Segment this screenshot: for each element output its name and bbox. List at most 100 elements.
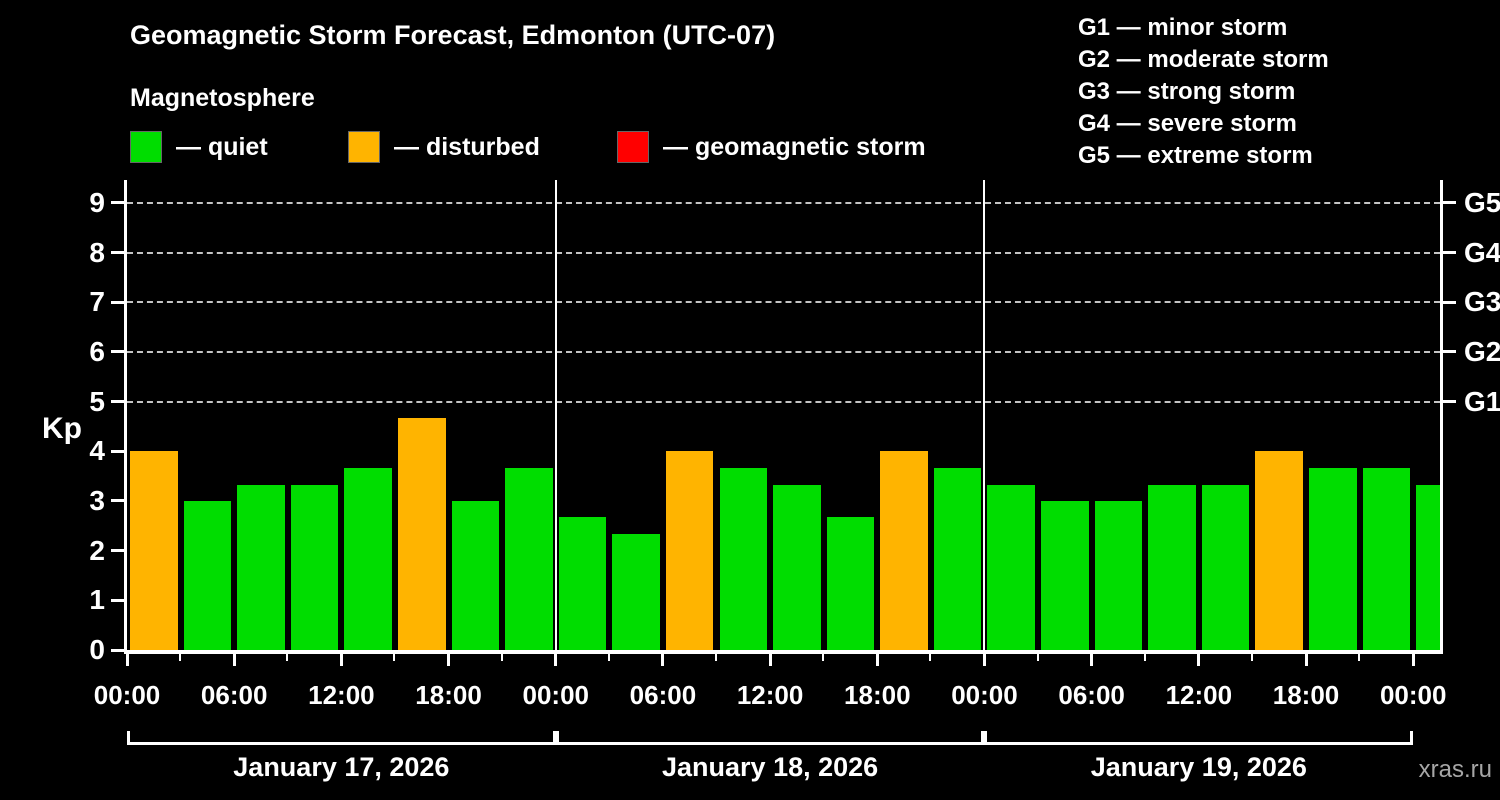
y-tick (111, 300, 124, 304)
kp-bar[interactable] (397, 417, 446, 650)
legend-item-storm: — geomagnetic storm (617, 131, 926, 163)
gridline-kp-5 (127, 400, 1440, 403)
kp-bar[interactable] (933, 467, 982, 650)
kp-bar[interactable] (1094, 500, 1143, 650)
gridline-kp-7 (127, 301, 1440, 304)
x-tick (982, 654, 986, 666)
y-tick (111, 350, 124, 354)
kp-bar[interactable] (1255, 451, 1303, 650)
kp-bar[interactable] (1148, 484, 1196, 650)
y-tick (111, 598, 124, 602)
kp-bar[interactable] (665, 451, 714, 650)
kp-bar[interactable] (719, 467, 768, 650)
x-tick (125, 654, 129, 666)
gridline-kp-6 (127, 350, 1440, 353)
x-tick (500, 654, 503, 661)
x-tick (232, 654, 236, 666)
gridline-kp-9 (127, 201, 1440, 204)
y-tick (111, 648, 124, 652)
day-bracket-end (555, 731, 559, 745)
magnetosphere-label: Magnetosphere (130, 84, 315, 112)
page-title: Geomagnetic Storm Forecast, Edmonton (UT… (130, 20, 776, 50)
kp-bar[interactable] (1416, 484, 1440, 650)
disturbed-color-swatch (348, 131, 380, 163)
y-tick-label: 7 (89, 286, 105, 318)
x-tick (875, 654, 879, 666)
kp-bar[interactable] (612, 534, 660, 650)
y-tick (111, 499, 124, 503)
kp-bar[interactable] (237, 484, 285, 650)
x-tick (554, 654, 558, 666)
plot-area (127, 180, 1440, 650)
day-bracket (127, 742, 556, 745)
legend-label-disturbed: — disturbed (394, 132, 540, 161)
x-tick-label: 06:00 (1058, 680, 1125, 710)
kp-bar[interactable] (505, 467, 553, 650)
x-tick (393, 654, 396, 661)
day-label: January 19, 2026 (1090, 752, 1307, 782)
kp-bar[interactable] (1309, 467, 1357, 650)
y-tick-label: 4 (89, 435, 105, 467)
y-tick-label: 0 (89, 634, 105, 665)
x-tick (1411, 654, 1415, 666)
x-tick-label: 00:00 (951, 680, 1018, 710)
day-separator (554, 180, 557, 650)
kp-bar[interactable] (183, 500, 232, 650)
axis-layer: 0 1 2 3 4 5 6 7 8 9 G1 G2 G3 G4 G5 00:00 06:00 12:00 18:00… (89, 180, 1500, 710)
g-level-label: G4 (1464, 236, 1500, 268)
storm-color-swatch (617, 131, 649, 163)
y-tick-label: 6 (89, 335, 105, 367)
x-tick (1304, 654, 1308, 666)
x-tick (715, 654, 717, 661)
watermark: xras.ru (1418, 756, 1492, 783)
kp-bar[interactable] (130, 451, 178, 650)
x-tick (1358, 654, 1361, 661)
kp-bar[interactable] (1201, 484, 1250, 650)
x-tick (1143, 654, 1146, 661)
g3-legend-line: G3 — strong storm (1078, 78, 1296, 105)
kp-bar[interactable] (773, 484, 821, 650)
x-tick-label: 18:00 (1272, 680, 1340, 710)
x-tick (179, 654, 182, 661)
x-tick (339, 654, 343, 666)
y-tick (111, 400, 124, 404)
kp-bar[interactable] (880, 451, 928, 650)
x-tick-label: 18:00 (415, 680, 482, 710)
y-tick (111, 201, 124, 205)
right-tick (1443, 400, 1456, 404)
right-tick (1443, 300, 1456, 304)
x-tick-label: 12:00 (736, 680, 804, 710)
kp-bar[interactable] (451, 500, 500, 650)
kp-bar[interactable] (987, 484, 1036, 650)
x-tick-label: 18:00 (844, 680, 911, 710)
g4-legend-line: G4 — severe storm (1078, 110, 1297, 137)
x-tick (286, 654, 289, 661)
y-tick-label: 2 (89, 534, 105, 566)
day-bracket-end (981, 731, 985, 745)
x-tick (929, 654, 932, 661)
right-axis-line (1440, 180, 1443, 654)
x-tick (1197, 654, 1201, 666)
x-tick-label: 06:00 (200, 680, 268, 710)
y-axis-title: Kp (42, 412, 82, 445)
g-level-label: G2 (1464, 335, 1500, 367)
right-tick (1443, 201, 1456, 205)
legend-label-quiet: — quiet (176, 132, 268, 161)
x-tick-label: 06:00 (629, 680, 697, 710)
day-label: January 18, 2026 (662, 752, 879, 782)
right-tick (1443, 350, 1456, 354)
kp-bar[interactable] (290, 484, 339, 650)
kp-bar[interactable] (558, 517, 607, 650)
kp-bar[interactable] (1362, 467, 1411, 650)
day-bracket (984, 742, 1414, 745)
x-tick-label: 12:00 (308, 680, 375, 710)
kp-bar[interactable] (826, 517, 875, 650)
legend-label-storm: — geomagnetic storm (663, 132, 926, 161)
kp-bar[interactable] (344, 467, 392, 650)
kp-bar[interactable] (1041, 500, 1089, 650)
x-tick (822, 654, 825, 661)
x-tick (768, 654, 772, 666)
g-level-label: G1 (1464, 385, 1500, 417)
legend-item-disturbed: — disturbed (348, 131, 540, 163)
